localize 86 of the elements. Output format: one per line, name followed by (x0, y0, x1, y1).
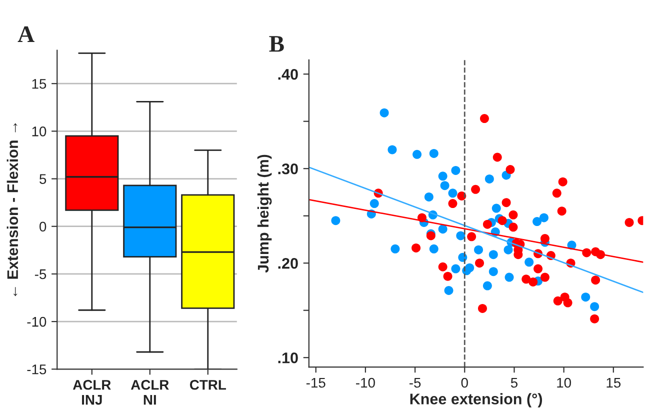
x-tick-label: 0 (461, 378, 468, 388)
point (552, 188, 562, 198)
chart-title: A (18, 26, 34, 42)
point (482, 281, 492, 290)
point (498, 216, 507, 226)
point (456, 231, 466, 240)
point (480, 114, 489, 124)
point (540, 234, 550, 244)
point (504, 272, 514, 282)
point (504, 245, 513, 254)
point (524, 258, 534, 267)
point (465, 263, 474, 272)
point (590, 302, 600, 312)
x-tick-label: ACLR NI (130, 380, 169, 405)
chart-title: B (269, 36, 284, 52)
point (380, 108, 389, 118)
point (581, 292, 590, 302)
point (558, 177, 568, 186)
y-tick-label: 15 (32, 79, 46, 89)
point (429, 148, 438, 158)
point (390, 244, 400, 254)
point (448, 188, 458, 198)
point (443, 272, 452, 281)
point (539, 213, 548, 222)
x-tick-label: 5 (510, 378, 518, 388)
x-tick-label: CTRL (190, 380, 226, 390)
point (591, 276, 600, 285)
point (540, 272, 550, 282)
point (488, 267, 498, 276)
point (506, 165, 515, 174)
y-tick-label: 5 (40, 174, 46, 184)
point (590, 314, 600, 324)
point (429, 244, 438, 254)
x-tick-label: -10 (356, 378, 375, 388)
y-axis-title: ← Extension - Flexion → (6, 123, 18, 296)
y-tick-label: .40 (278, 68, 298, 80)
point (440, 181, 450, 190)
point (475, 258, 484, 268)
y-tick-label: .10 (278, 352, 298, 364)
point (522, 274, 531, 284)
point (488, 250, 498, 260)
point (412, 243, 421, 252)
point (528, 277, 538, 286)
y-tick-label: .30 (278, 163, 298, 174)
point (451, 166, 460, 175)
y-tick-label: -10 (27, 316, 46, 327)
y-axis-title: Jump height (m) (257, 154, 272, 273)
point (370, 199, 379, 208)
point (444, 286, 454, 295)
point (492, 204, 501, 213)
x-axis-title: Knee extension (°) (410, 393, 542, 408)
point (492, 152, 502, 162)
point (424, 192, 434, 202)
point (508, 222, 518, 232)
x-tick-label: 15 (606, 378, 621, 388)
point (478, 304, 487, 313)
y-tick-label: .20 (278, 258, 298, 269)
point (484, 174, 494, 184)
x-tick-label: ACLR INJ (72, 380, 111, 405)
y-tick-label: 10 (32, 126, 46, 136)
point (438, 172, 448, 181)
point (448, 199, 458, 208)
point (438, 224, 448, 234)
x-tick-label: -5 (409, 378, 421, 388)
point (563, 298, 572, 308)
point (508, 210, 518, 220)
x-tick-label: 10 (557, 378, 571, 388)
point (471, 184, 480, 194)
point (532, 217, 542, 226)
point (388, 145, 397, 154)
point (553, 296, 562, 306)
point (624, 218, 634, 227)
y-tick-label: -15 (27, 364, 46, 374)
point (467, 232, 476, 242)
point (474, 245, 484, 254)
x-tick-label: -15 (306, 378, 326, 388)
y-tick-label: -5 (34, 269, 46, 280)
point (502, 198, 511, 208)
point (482, 220, 492, 229)
point (331, 216, 340, 226)
point (451, 264, 460, 274)
point (557, 206, 566, 216)
point (438, 262, 448, 272)
y-tick-label: 0 (40, 222, 46, 232)
point (412, 150, 422, 159)
point (534, 264, 543, 274)
